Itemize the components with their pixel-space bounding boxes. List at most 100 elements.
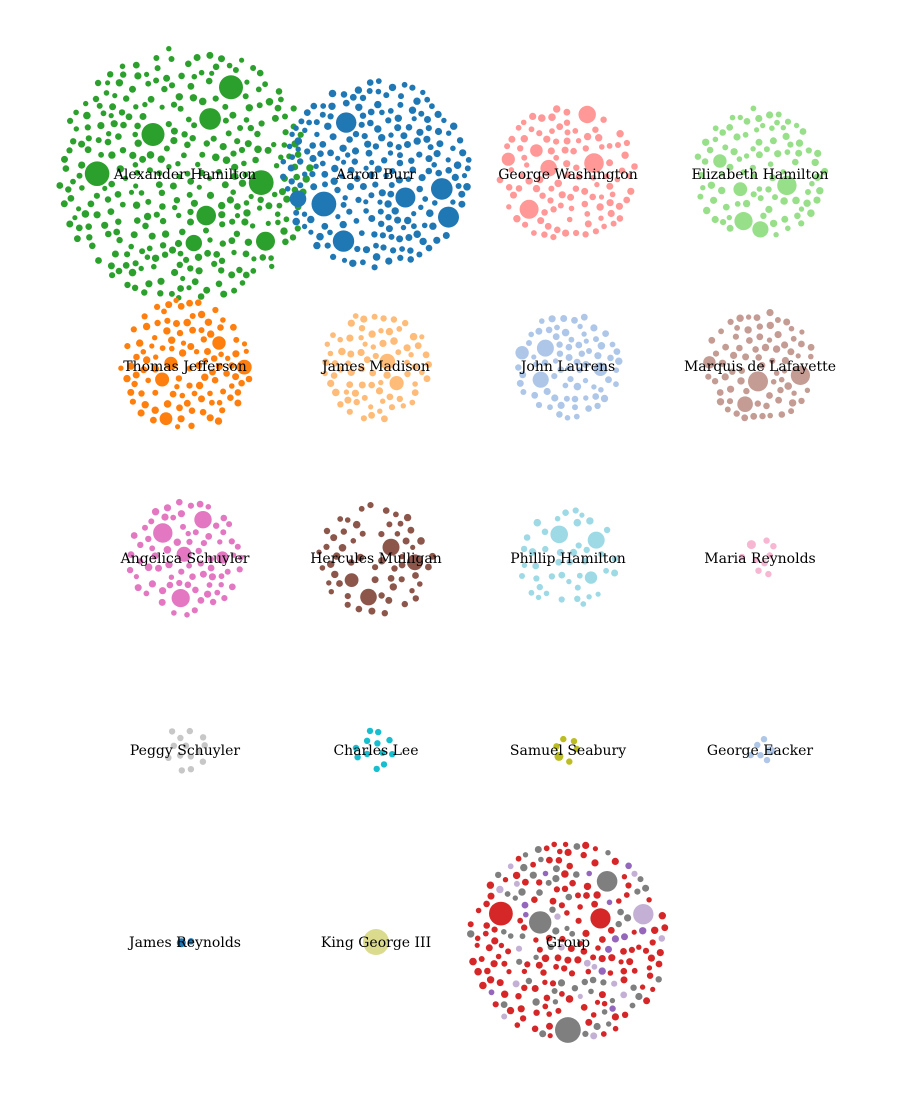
line-bubble[interactable] [479,981,487,990]
line-bubble[interactable] [615,920,622,928]
line-bubble[interactable] [395,144,402,151]
line-bubble[interactable] [533,937,539,943]
line-bubble[interactable] [109,272,116,279]
line-bubble[interactable] [127,551,135,558]
line-bubble[interactable] [131,380,138,388]
line-bubble[interactable] [564,415,571,421]
line-bubble[interactable] [566,216,573,223]
line-bubble[interactable] [701,158,709,165]
line-bubble[interactable] [125,113,133,121]
line-bubble[interactable] [151,552,159,560]
line-bubble[interactable] [716,389,724,396]
line-bubble[interactable] [558,191,566,199]
line-bubble[interactable] [766,392,773,399]
line-bubble[interactable] [95,137,102,144]
line-bubble[interactable] [178,568,185,575]
line-bubble[interactable] [390,316,398,323]
line-bubble[interactable] [798,206,805,212]
line-bubble[interactable] [378,557,386,565]
line-bubble[interactable] [560,735,567,743]
line-bubble[interactable] [226,62,233,69]
line-bubble[interactable] [366,727,374,735]
line-bubble[interactable] [611,980,618,987]
line-bubble[interactable] [327,149,334,157]
line-bubble[interactable] [432,200,438,206]
line-bubble[interactable] [611,555,619,563]
line-bubble[interactable] [601,223,607,230]
line-bubble[interactable] [134,139,142,147]
line-bubble[interactable] [146,167,153,174]
line-bubble[interactable] [429,552,436,560]
line-bubble[interactable] [501,929,507,935]
line-bubble[interactable] [301,223,308,230]
line-bubble[interactable] [561,146,569,154]
line-bubble[interactable] [390,337,398,345]
line-bubble[interactable] [141,313,148,320]
line-bubble[interactable] [577,323,583,330]
line-bubble[interactable] [726,398,734,405]
line-bubble[interactable] [598,991,606,999]
line-bubble[interactable] [168,56,175,62]
line-bubble[interactable] [157,155,165,163]
line-bubble[interactable] [606,199,614,207]
line-bubble[interactable] [763,146,770,153]
line-bubble[interactable] [418,174,426,182]
line-bubble[interactable] [84,146,92,154]
line-bubble[interactable] [256,231,275,251]
line-bubble[interactable] [411,363,419,371]
line-bubble[interactable] [434,110,442,118]
line-bubble[interactable] [416,151,423,158]
line-bubble[interactable] [380,398,386,404]
line-bubble[interactable] [78,140,86,148]
line-bubble[interactable] [529,911,552,934]
line-bubble[interactable] [398,561,406,569]
line-bubble[interactable] [580,851,587,859]
line-bubble[interactable] [215,280,223,288]
line-bubble[interactable] [501,152,515,166]
line-bubble[interactable] [583,338,589,344]
line-bubble[interactable] [104,196,112,203]
line-bubble[interactable] [286,143,293,150]
line-bubble[interactable] [331,164,339,173]
line-bubble[interactable] [360,315,368,323]
line-bubble[interactable] [799,329,805,335]
line-bubble[interactable] [425,244,433,252]
line-bubble[interactable] [350,538,357,544]
line-bubble[interactable] [183,399,191,407]
line-bubble[interactable] [708,336,716,344]
line-bubble[interactable] [525,177,533,185]
line-bubble[interactable] [543,135,551,143]
line-bubble[interactable] [398,93,404,100]
line-bubble[interactable] [132,201,141,209]
line-bubble[interactable] [561,328,570,337]
line-bubble[interactable] [521,924,528,931]
line-bubble[interactable] [732,333,740,340]
line-bubble[interactable] [741,414,749,422]
line-bubble[interactable] [185,234,202,252]
line-bubble[interactable] [545,934,553,942]
line-bubble[interactable] [549,980,557,987]
line-bubble[interactable] [804,387,811,393]
line-bubble[interactable] [65,186,72,193]
line-bubble[interactable] [620,948,627,955]
line-bubble[interactable] [778,376,785,383]
line-bubble[interactable] [390,247,397,254]
line-bubble[interactable] [516,379,524,387]
line-bubble[interactable] [583,959,591,967]
line-bubble[interactable] [453,161,462,169]
line-bubble[interactable] [580,1004,588,1011]
line-bubble[interactable] [554,324,560,331]
line-bubble[interactable] [571,316,578,324]
line-bubble[interactable] [230,150,237,157]
line-bubble[interactable] [111,250,119,258]
line-bubble[interactable] [561,870,569,878]
line-bubble[interactable] [506,1006,515,1015]
line-bubble[interactable] [424,116,431,123]
line-bubble[interactable] [539,318,545,324]
line-bubble[interactable] [755,151,763,159]
line-bubble[interactable] [565,354,573,361]
line-bubble[interactable] [206,51,214,59]
line-bubble[interactable] [327,229,333,236]
line-bubble[interactable] [569,548,578,557]
line-bubble[interactable] [563,160,571,168]
